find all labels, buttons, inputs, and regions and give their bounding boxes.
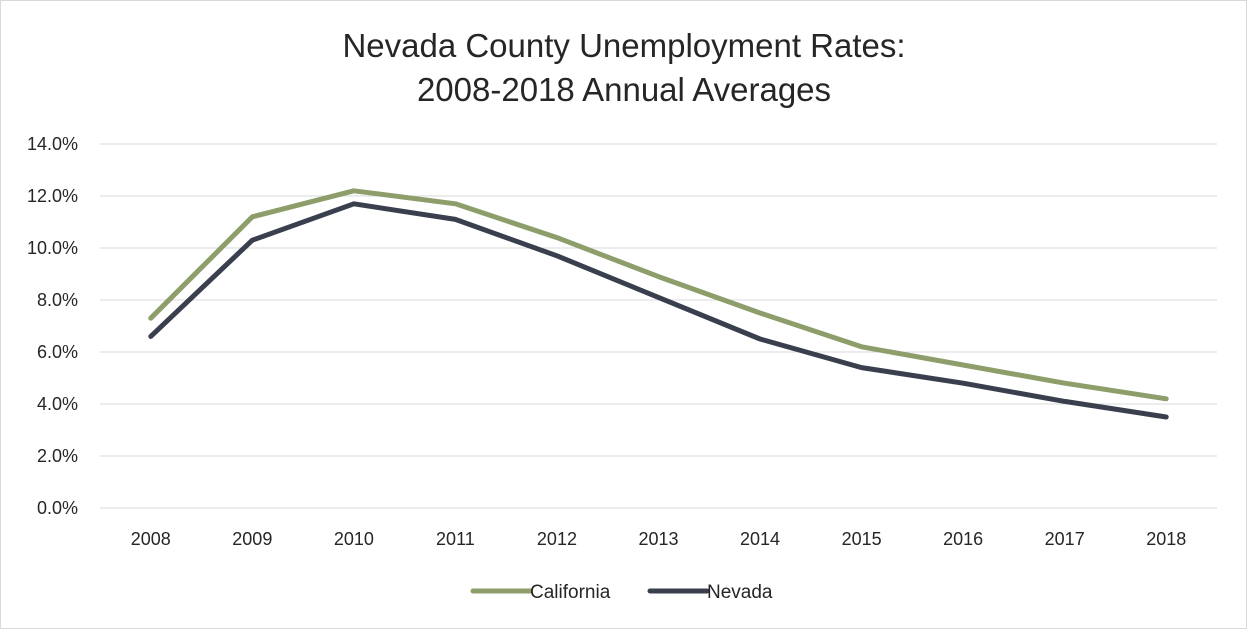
legend-label-california: California bbox=[530, 582, 611, 603]
x-tick-label: 2008 bbox=[131, 529, 171, 549]
x-tick-label: 2013 bbox=[638, 529, 678, 549]
series-line-nevada bbox=[148, 201, 1169, 420]
x-tick-label: 2017 bbox=[1045, 529, 1085, 549]
y-tick-label: 2.0% bbox=[37, 446, 78, 466]
x-tick-label: 2014 bbox=[740, 529, 780, 549]
x-tick-label: 2009 bbox=[232, 529, 272, 549]
x-axis-tick-labels: 2008 2009 2010 2011 2012 2013 2014 2015 2016 2017… bbox=[131, 529, 1187, 549]
y-tick-label: 0.0% bbox=[37, 498, 78, 518]
legend: California Nevada bbox=[470, 582, 773, 603]
gridlines bbox=[100, 143, 1217, 509]
y-tick-label: 12.0% bbox=[27, 186, 78, 206]
x-tick-label: 2015 bbox=[842, 529, 882, 549]
x-tick-label: 2011 bbox=[436, 529, 475, 549]
y-tick-label: 4.0% bbox=[37, 394, 78, 414]
series-lines bbox=[148, 188, 1169, 420]
chart-title-line-2: 2008-2018 Annual Averages bbox=[417, 71, 831, 108]
legend-label-nevada: Nevada bbox=[707, 582, 773, 603]
x-tick-label: 2016 bbox=[943, 529, 983, 549]
x-tick-label: 2012 bbox=[537, 529, 577, 549]
x-tick-label: 2018 bbox=[1146, 529, 1186, 549]
chart-title-line-1: Nevada County Unemployment Rates: bbox=[342, 27, 905, 64]
x-tick-label: 2010 bbox=[334, 529, 374, 549]
y-tick-label: 14.0% bbox=[27, 134, 78, 154]
y-tick-label: 8.0% bbox=[37, 290, 78, 310]
y-axis-tick-labels: 0.0% 2.0% 4.0% 6.0% 8.0% 10.0% 12.0% 14.0% bbox=[27, 134, 78, 518]
chart-title: Nevada County Unemployment Rates: 2008-2… bbox=[342, 27, 905, 108]
y-tick-label: 6.0% bbox=[37, 342, 78, 362]
y-tick-label: 10.0% bbox=[27, 238, 78, 258]
